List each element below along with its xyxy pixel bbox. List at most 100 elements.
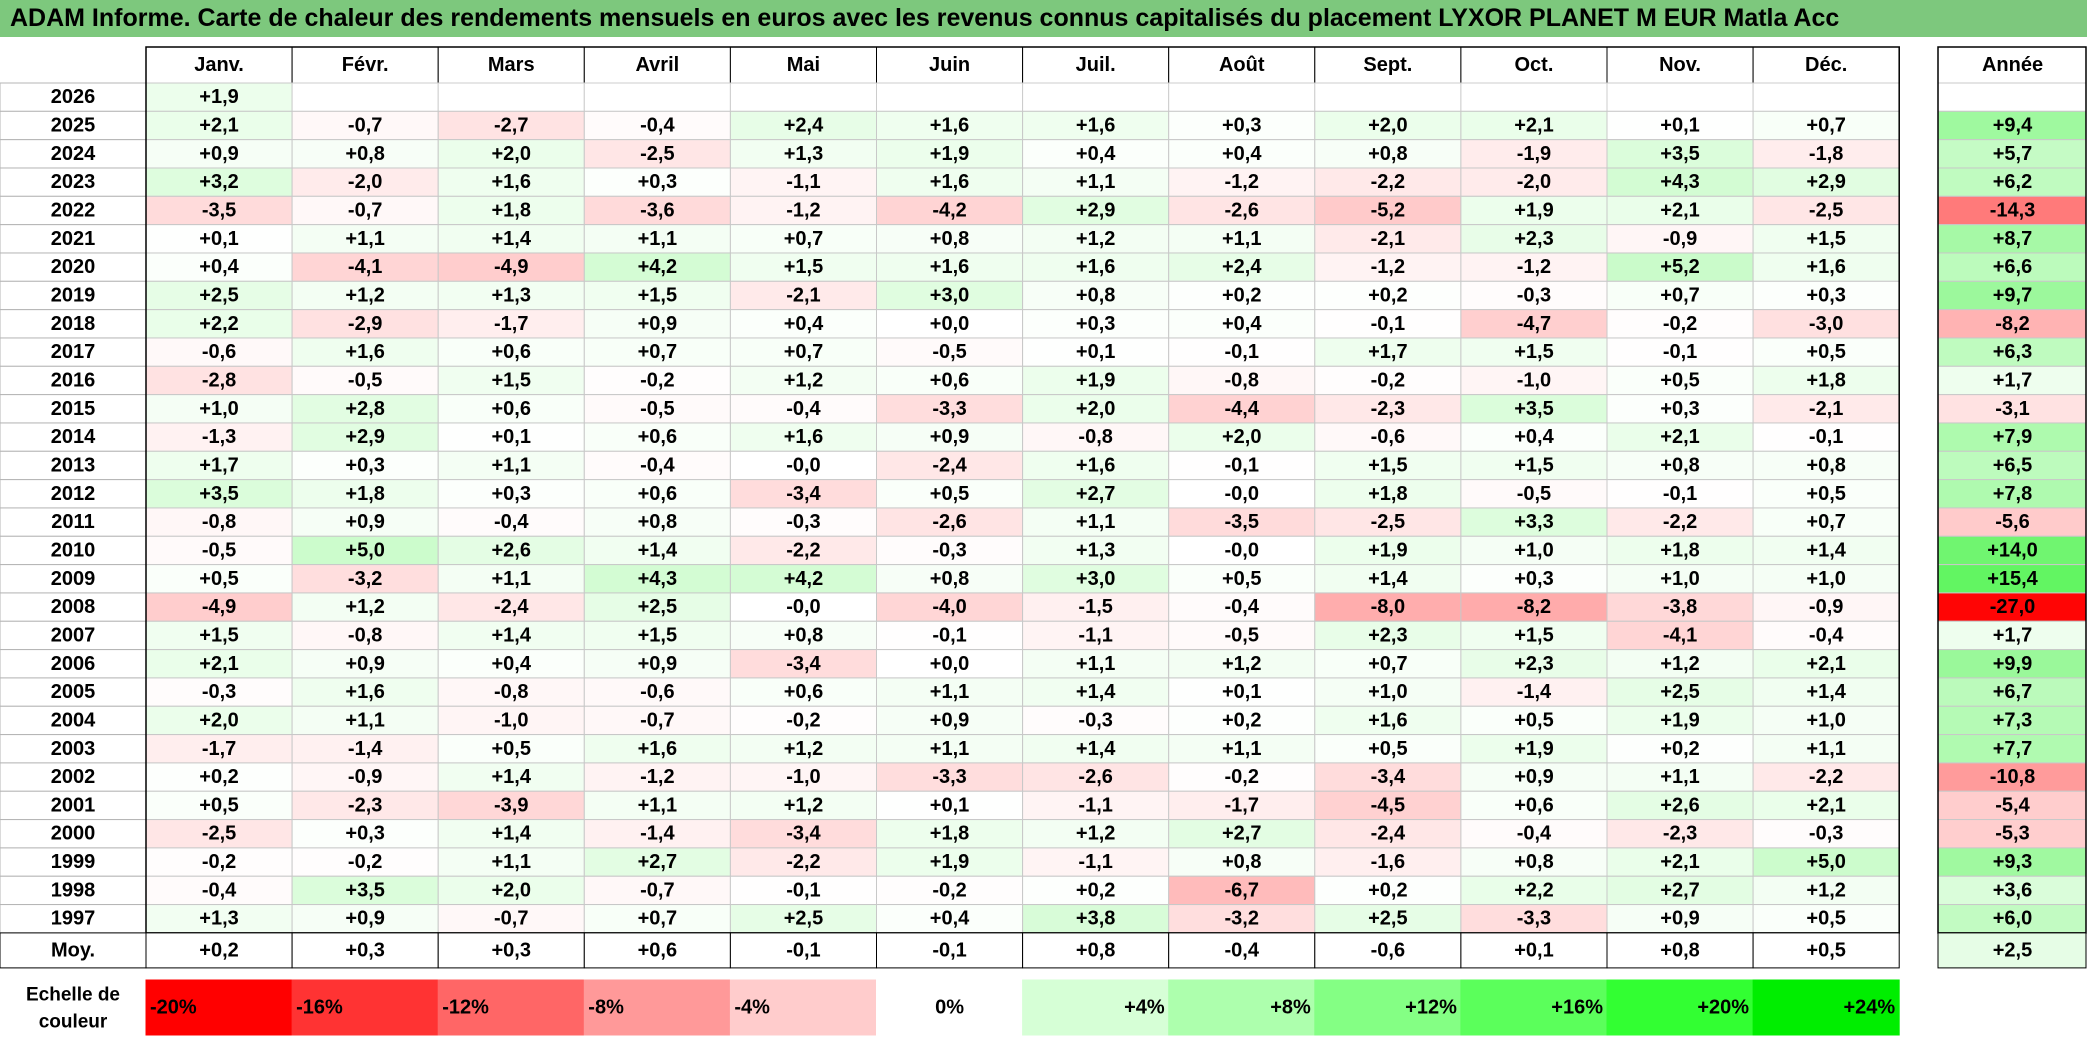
heatmap-cell (1314, 705, 1462, 736)
heatmap-cell (1314, 904, 1462, 934)
heatmap-value: +1,1 (1076, 653, 1115, 675)
heatmap-value: +1,1 (492, 851, 531, 873)
heatmap-value: -0,4 (202, 879, 237, 901)
heatmap-value: -0,1 (1225, 341, 1259, 363)
heatmap-value: -0,5 (348, 369, 382, 391)
heatmap-cell (1314, 365, 1462, 396)
annual-cell (1937, 82, 2087, 112)
heatmap-cell (876, 365, 1024, 396)
heatmap-value: +1,4 (492, 624, 532, 646)
heatmap-cell (876, 620, 1024, 651)
heatmap-cell (1460, 139, 1608, 169)
heatmap-value: +0,2 (1222, 709, 1261, 731)
heatmap-cell (1606, 450, 1754, 481)
heatmap-cell (1752, 677, 1900, 707)
heatmap-cell (1022, 394, 1170, 424)
heatmap-value: -0,1 (1809, 426, 1843, 448)
heatmap-cell (145, 450, 293, 481)
year-cell (0, 309, 147, 339)
annual-value-2013: +6,5 (1993, 454, 2032, 476)
heatmap-cell (583, 762, 731, 792)
heatmap-value: +1,1 (345, 228, 384, 250)
heatmap-cell (583, 564, 731, 594)
year-cell (0, 564, 147, 594)
heatmap-value: +0,3 (345, 823, 384, 845)
heatmap-cell (1168, 450, 1316, 481)
heatmap-value: +1,1 (345, 709, 384, 731)
heatmap-cell (1314, 394, 1462, 424)
heatmap-value: +2,5 (784, 908, 823, 930)
heatmap-value: -3,4 (786, 483, 821, 505)
heatmap-cell (1752, 422, 1900, 452)
heatmap-cell (1168, 337, 1316, 367)
heatmap-value: +2,2 (1514, 879, 1553, 901)
heatmap-cell (291, 790, 439, 821)
heatmap-value: +0,3 (1806, 284, 1845, 306)
heatmap-cell (729, 734, 878, 764)
heatmap-value: -0,6 (1371, 426, 1405, 448)
annual-cell (1937, 677, 2087, 707)
heatmap-value: +1,9 (1368, 539, 1407, 561)
year-cell (0, 110, 147, 141)
heatmap-value: -1,2 (786, 199, 820, 221)
month-header-6: Juin (929, 54, 970, 76)
year-label-2023: 2023 (51, 171, 96, 193)
annual-value-1997: +6,0 (1993, 908, 2032, 930)
average-cell (437, 932, 585, 969)
heatmap-value: -1,6 (1371, 851, 1405, 873)
heatmap-value: +1,4 (1806, 539, 1846, 561)
annual-value-2022: -14,3 (1990, 199, 2036, 221)
heatmap-cell (1460, 592, 1608, 622)
heatmap-value: +1,1 (1660, 766, 1699, 788)
heatmap-value: +0,5 (1660, 369, 1699, 391)
heatmap-value: +1,5 (1806, 228, 1845, 250)
average-cell (1606, 932, 1754, 969)
heatmap-value: +0,6 (492, 398, 531, 420)
heatmap-cell (729, 592, 878, 622)
heatmap-cell (1022, 479, 1170, 509)
heatmap-empty-cell (1752, 82, 1900, 112)
heatmap-cell (291, 252, 439, 282)
heatmap-cell (1314, 422, 1462, 452)
heatmap-cell (291, 649, 439, 679)
heatmap-cell (291, 875, 439, 906)
scale-swatch (291, 979, 439, 1036)
heatmap-cell (1752, 564, 1900, 594)
heatmap-value: -3,4 (786, 823, 821, 845)
heatmap-cell (1314, 309, 1462, 339)
year-label-2008: 2008 (51, 596, 96, 618)
heatmap-cell (876, 195, 1024, 226)
heatmap-value: +1,9 (1514, 738, 1553, 760)
heatmap-value: +0,6 (930, 369, 969, 391)
heatmap-value: +0,7 (638, 908, 677, 930)
scale-label-line1: Echelle de (26, 985, 120, 1006)
average-value: -0,1 (786, 939, 820, 961)
heatmap-value: -2,1 (786, 284, 820, 306)
heatmap-value: +1,1 (1076, 171, 1115, 193)
heatmap-value: -2,2 (1809, 766, 1843, 788)
heatmap-cell (1168, 224, 1316, 254)
heatmap-cell (729, 337, 878, 367)
heatmap-value: -4,4 (1225, 398, 1260, 420)
heatmap-cell (1460, 620, 1608, 651)
heatmap-value: +4,2 (784, 568, 823, 590)
heatmap-cell (583, 450, 731, 481)
heatmap-value: -1,1 (1078, 794, 1112, 816)
heatmap-cell (437, 507, 585, 537)
heatmap-cell (1752, 110, 1900, 141)
heatmap-cell (291, 677, 439, 707)
heatmap-cell (437, 110, 585, 141)
heatmap-cell (1606, 365, 1754, 396)
average-cell (1752, 932, 1900, 969)
heatmap-value: +1,6 (1368, 709, 1407, 731)
year-label-2011: 2011 (51, 511, 94, 533)
heatmap-value: +1,5 (492, 369, 531, 391)
year-label-2026: 2026 (51, 86, 96, 108)
heatmap-cell (729, 507, 878, 537)
heatmap-value: +1,1 (1806, 738, 1845, 760)
year-cell (0, 649, 147, 679)
heatmap-cell (876, 734, 1024, 764)
heatmap-cell (583, 507, 731, 537)
heatmap-value: -2,4 (494, 596, 529, 618)
heatmap-value: +2,3 (1368, 624, 1407, 646)
